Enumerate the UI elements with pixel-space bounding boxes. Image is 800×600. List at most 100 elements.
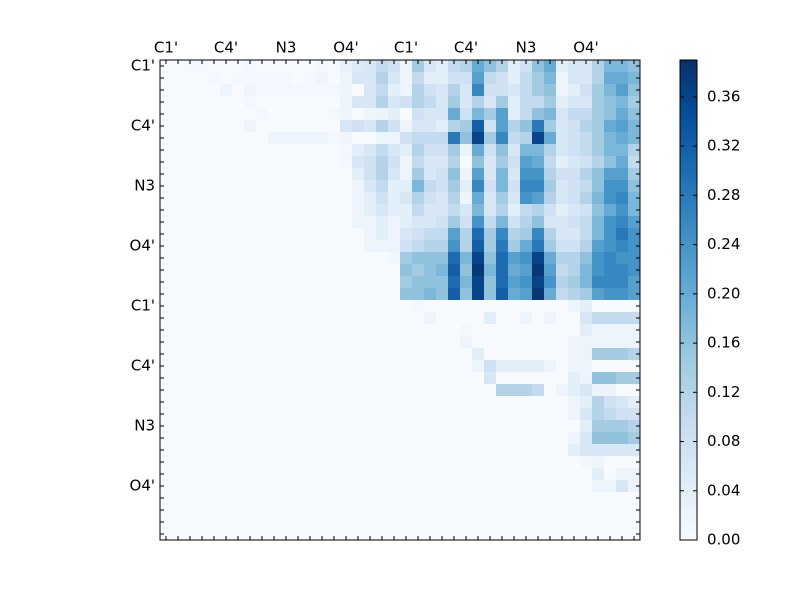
- heatmap-cell: [292, 516, 305, 529]
- heatmap-cell: [448, 516, 461, 529]
- heatmap-cell: [256, 192, 269, 205]
- heatmap-cell: [544, 432, 557, 445]
- heatmap-cell: [472, 456, 485, 469]
- heatmap-cell: [508, 384, 521, 397]
- heatmap-cell: [484, 72, 497, 85]
- heatmap-cell: [460, 480, 473, 493]
- heatmap-cell: [304, 144, 317, 157]
- heatmap-cell: [232, 372, 245, 385]
- heatmap-cell: [424, 432, 437, 445]
- x-tick-label: C4': [214, 39, 238, 57]
- heatmap-cell: [496, 60, 509, 73]
- heatmap-cell: [460, 468, 473, 481]
- colorbar-tick-label: 0.36: [707, 87, 740, 105]
- heatmap-cell: [592, 528, 605, 541]
- heatmap-cell: [352, 144, 365, 157]
- heatmap-cell: [256, 336, 269, 349]
- heatmap-cell: [208, 276, 221, 289]
- heatmap-cell: [388, 216, 401, 229]
- heatmap-cell: [448, 252, 461, 265]
- heatmap-cell: [208, 72, 221, 85]
- heatmap-cell: [388, 480, 401, 493]
- heatmap-cell: [616, 432, 629, 445]
- heatmap-cell: [592, 360, 605, 373]
- heatmap-cell: [208, 336, 221, 349]
- heatmap-cell: [184, 84, 197, 97]
- heatmap-cell: [580, 456, 593, 469]
- heatmap-cell: [160, 432, 173, 445]
- heatmap-cell: [292, 96, 305, 109]
- heatmap-cell: [496, 300, 509, 313]
- heatmap-cell: [232, 324, 245, 337]
- heatmap-cell: [340, 132, 353, 145]
- heatmap-cell: [232, 204, 245, 217]
- heatmap-cell: [232, 492, 245, 505]
- heatmap-cell: [280, 192, 293, 205]
- heatmap-cell: [544, 468, 557, 481]
- heatmap-cell: [424, 528, 437, 541]
- y-tick-label: O4': [130, 237, 155, 255]
- heatmap-cell: [532, 372, 545, 385]
- heatmap-cell: [580, 480, 593, 493]
- heatmap-cell: [340, 444, 353, 457]
- heatmap-cell: [292, 468, 305, 481]
- heatmap-cell: [244, 204, 257, 217]
- heatmap-cell: [292, 384, 305, 397]
- heatmap-cell: [628, 120, 641, 133]
- heatmap-cell: [412, 60, 425, 73]
- heatmap-cell: [580, 468, 593, 481]
- heatmap-cell: [220, 312, 233, 325]
- heatmap-cell: [328, 300, 341, 313]
- heatmap-cell: [568, 420, 581, 433]
- heatmap-cell: [304, 60, 317, 73]
- heatmap-cell: [424, 228, 437, 241]
- heatmap-cell: [400, 408, 413, 421]
- heatmap-cell: [580, 96, 593, 109]
- heatmap-cell: [364, 396, 377, 409]
- heatmap-cell: [556, 492, 569, 505]
- heatmap-cell: [484, 120, 497, 133]
- heatmap-cell: [472, 216, 485, 229]
- heatmap-cell: [424, 336, 437, 349]
- heatmap-cell: [172, 252, 185, 265]
- heatmap-cell: [448, 432, 461, 445]
- heatmap-cell: [160, 396, 173, 409]
- heatmap-cell: [508, 300, 521, 313]
- heatmap-cell: [460, 180, 473, 193]
- heatmap-cell: [460, 84, 473, 97]
- colorbar-tick-label: 0.08: [707, 432, 740, 450]
- heatmap-cell: [412, 180, 425, 193]
- heatmap-cell: [244, 300, 257, 313]
- heatmap-cell: [604, 384, 617, 397]
- heatmap-cell: [232, 312, 245, 325]
- heatmap-cell: [508, 372, 521, 385]
- heatmap-cell: [232, 132, 245, 145]
- heatmap-cell: [208, 84, 221, 97]
- heatmap-cell: [436, 144, 449, 157]
- heatmap-cell: [520, 420, 533, 433]
- heatmap-cell: [580, 516, 593, 529]
- heatmap-cell: [508, 252, 521, 265]
- heatmap-cell: [508, 168, 521, 181]
- heatmap-cell: [532, 300, 545, 313]
- heatmap-cell: [496, 456, 509, 469]
- heatmap-cell: [448, 240, 461, 253]
- heatmap-cell: [448, 108, 461, 121]
- heatmap-cell: [328, 276, 341, 289]
- heatmap-cell: [436, 420, 449, 433]
- heatmap-cell: [592, 84, 605, 97]
- heatmap-cell: [472, 480, 485, 493]
- heatmap-cell: [172, 108, 185, 121]
- heatmap-cell: [604, 96, 617, 109]
- heatmap-cell: [508, 360, 521, 373]
- heatmap-cell: [256, 240, 269, 253]
- heatmap-cell: [196, 324, 209, 337]
- heatmap-cell: [448, 60, 461, 73]
- heatmap-cell: [280, 372, 293, 385]
- y-tick-label: C1': [131, 57, 155, 75]
- heatmap-cell: [544, 300, 557, 313]
- heatmap-cell: [160, 228, 173, 241]
- heatmap-cell: [292, 528, 305, 541]
- heatmap-cell: [520, 264, 533, 277]
